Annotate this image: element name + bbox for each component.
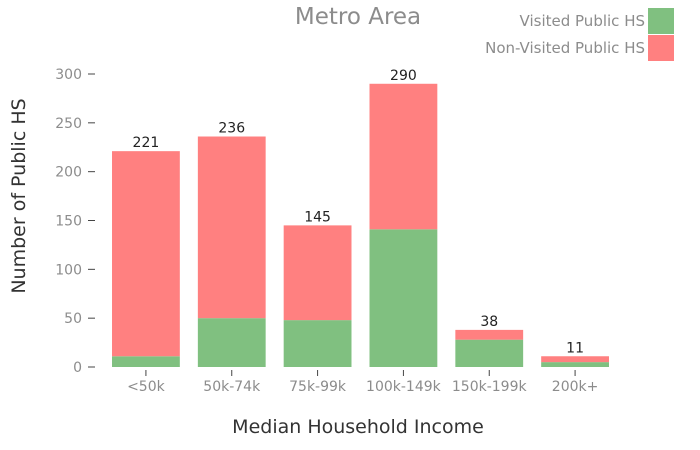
- y-tick-label: 250: [55, 116, 82, 132]
- total-labels: 221 236 145 290 38 11: [133, 68, 584, 356]
- y-tick-label: 0: [73, 360, 82, 376]
- legend-label-visited: Visited Public HS: [520, 12, 645, 30]
- x-tick-label: 75k-99k: [289, 379, 347, 395]
- bar-total-label: 38: [480, 314, 498, 330]
- bars-group: [112, 83, 609, 367]
- x-tick-label: 100k-149k: [366, 379, 442, 395]
- bar-total-label: 236: [218, 121, 245, 137]
- x-axis-title: Median Household Income: [232, 416, 484, 438]
- bar-visited: [197, 318, 266, 367]
- bar-non-visited: [283, 225, 352, 321]
- bar-visited: [541, 362, 609, 367]
- x-tick-label: <50k: [127, 379, 166, 395]
- x-tick-label: 50k-74k: [203, 379, 261, 395]
- y-tick-label: 300: [55, 67, 82, 83]
- x-axis: <50k 50k-74k 75k-99k 100k-149k 150k-199k 200k…: [127, 370, 598, 395]
- bar-visited: [112, 356, 180, 367]
- bar-total-label: 290: [390, 68, 417, 84]
- chart-title: Metro Area: [295, 4, 421, 30]
- bar-non-visited: [369, 83, 438, 230]
- y-axis: 0 50 100 150 200 250 300: [55, 67, 95, 376]
- bar-total-label: 11: [566, 340, 584, 356]
- bar-total-label: 221: [133, 135, 160, 151]
- bar-non-visited: [455, 329, 524, 340]
- legend-swatch-non-visited: [648, 35, 674, 61]
- x-tick-label: 200k+: [552, 379, 599, 395]
- y-tick-label: 200: [55, 165, 82, 181]
- legend: Visited Public HS Non-Visited Public HS: [485, 8, 674, 61]
- bar-visited: [369, 229, 438, 367]
- bar-non-visited: [112, 151, 180, 357]
- legend-label-non-visited: Non-Visited Public HS: [485, 39, 645, 57]
- bar-non-visited: [541, 356, 609, 363]
- bar-visited: [283, 320, 352, 367]
- bar-visited: [455, 339, 524, 367]
- y-tick-label: 50: [64, 311, 82, 327]
- y-axis-title: Number of Public HS: [8, 98, 30, 293]
- x-tick-label: 150k-199k: [452, 379, 528, 395]
- y-tick-label: 150: [55, 214, 82, 230]
- bar-total-label: 145: [304, 209, 331, 225]
- legend-swatch-visited: [648, 8, 674, 34]
- y-tick-label: 100: [55, 262, 82, 278]
- bar-non-visited: [197, 136, 266, 319]
